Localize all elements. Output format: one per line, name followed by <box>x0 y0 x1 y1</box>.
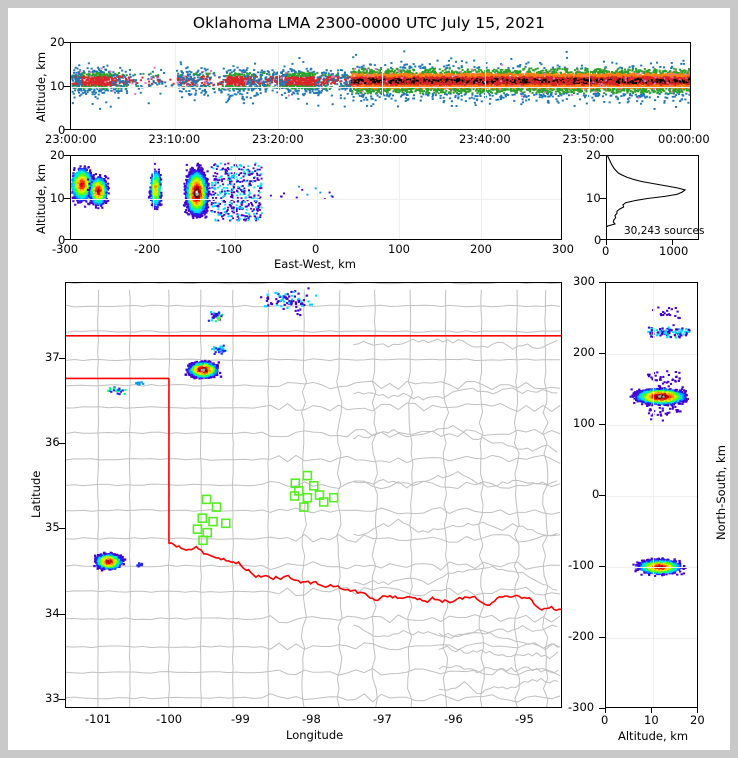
map-xlabel: Longitude <box>286 729 343 742</box>
east-west-axes[interactable] <box>70 155 562 240</box>
ns-xtick-10: 10 <box>644 714 659 727</box>
lma-station-marker <box>221 518 231 529</box>
page-title: Oklahoma LMA 2300-0000 UTC July 15, 2021 <box>8 14 730 32</box>
east-west-scatter <box>71 162 334 222</box>
lma-station-marker <box>302 492 313 503</box>
source-count-annotation: 30,243 sources <box>624 225 704 237</box>
time-height-xtick-6: 00:00:00 <box>658 133 710 146</box>
map-xtick-m95: -95 <box>515 713 534 726</box>
map-xtick-m98: -98 <box>302 713 321 726</box>
lma-station-marker <box>294 486 304 496</box>
lma-station-marker <box>309 481 319 491</box>
east-west-ytick-10: 10 <box>50 192 65 205</box>
east-west-xtick-4: 100 <box>388 243 410 256</box>
east-west-ytick-20: 20 <box>50 149 65 162</box>
time-height-scatter <box>71 50 690 110</box>
altitude-histogram-axes[interactable] <box>606 155 699 240</box>
lma-station-marker <box>318 497 329 507</box>
time-height-xtick-4: 23:40:00 <box>459 133 511 146</box>
ns-xtick-0: 0 <box>601 714 608 727</box>
lma-station-marker <box>299 502 309 512</box>
east-west-xtick-1: -200 <box>134 243 160 256</box>
map-xtick-m100: -100 <box>156 713 182 726</box>
time-height-panel: 20 10 0 Altitude, km 23:00:00 23:10:00 2… <box>8 34 730 144</box>
ns-xtick-20: 20 <box>690 714 705 727</box>
ns-ytick-m300: -300 <box>568 701 594 714</box>
east-west-xlabel: East-West, km <box>274 258 356 271</box>
map-axes[interactable] <box>65 282 562 708</box>
map-panel: 37 36 35 34 33 Latitude -101 -100 -99 -9… <box>8 270 578 750</box>
ns-xlabel: Altitude, km <box>618 730 688 743</box>
ns-ytick-m200: -200 <box>568 630 594 643</box>
time-height-ylabel: Altitude, km <box>34 52 48 122</box>
east-west-xtick-5: 200 <box>470 243 492 256</box>
map-xtick-m96: -96 <box>444 713 463 726</box>
map-xtick-m97: -97 <box>373 713 392 726</box>
east-west-xtick-0: -300 <box>52 243 78 256</box>
east-west-xtick-3: 0 <box>312 243 319 256</box>
time-height-axes[interactable] <box>70 42 691 130</box>
altitude-histogram-xtick-1000: 1000 <box>659 245 688 258</box>
east-west-panel: 20 10 0 Altitude, km -300 -200 -100 0 10… <box>8 148 578 271</box>
time-height-ytick-20: 20 <box>50 36 65 49</box>
north-south-axes[interactable] <box>605 282 698 708</box>
altitude-histogram-xtick-0: 0 <box>602 245 609 258</box>
ns-ytick-100: 100 <box>573 417 595 430</box>
altitude-histogram-ytick-0: 0 <box>594 234 601 247</box>
map-xtick-m101: -101 <box>85 713 111 726</box>
figure-canvas: Oklahoma LMA 2300-0000 UTC July 15, 2021… <box>8 8 730 750</box>
altitude-histogram-line <box>607 156 687 228</box>
lma-station-marker <box>201 494 212 505</box>
lma-station-marker <box>302 470 313 481</box>
lma-station-marker <box>211 502 222 512</box>
map-ytick-34: 34 <box>45 607 60 620</box>
east-west-ytick-0: 0 <box>58 234 65 247</box>
east-west-xtick-6: 300 <box>552 243 574 256</box>
lma-station-marker <box>208 516 218 527</box>
time-height-xtick-3: 23:30:00 <box>356 133 408 146</box>
east-west-xtick-2: -100 <box>216 243 242 256</box>
altitude-histogram-ytick-10: 10 <box>586 192 601 205</box>
map-ytick-35: 35 <box>45 521 60 534</box>
altitude-histogram-ytick-20: 20 <box>586 149 601 162</box>
map-ytick-33: 33 <box>45 692 60 705</box>
lma-station-marker <box>192 524 203 534</box>
time-height-xtick-5: 23:50:00 <box>563 133 615 146</box>
map-ytick-36: 36 <box>45 436 60 449</box>
lma-station-marker <box>198 535 208 546</box>
altitude-histogram-panel: 20 10 0 0 1000 30,243 sources <box>578 148 730 268</box>
time-height-ytick-0: 0 <box>58 124 65 137</box>
lma-station-marker <box>202 527 213 538</box>
ns-ytick-0: 0 <box>592 488 599 501</box>
time-height-ytick-10: 10 <box>50 80 65 93</box>
map-graphic <box>66 283 561 707</box>
ns-ylabel: North-South, km <box>714 445 728 540</box>
ns-ytick-200: 200 <box>573 346 595 359</box>
time-height-xtick-1: 23:10:00 <box>149 133 201 146</box>
lma-station-marker <box>197 513 208 523</box>
north-south-panel: 300 200 100 0 -100 -200 -300 0 10 20 Alt… <box>568 270 730 750</box>
lma-station-marker <box>328 492 339 503</box>
map-ylabel: Latitude <box>29 471 43 518</box>
map-ytick-37: 37 <box>45 351 60 364</box>
time-height-xtick-2: 23:20:00 <box>252 133 304 146</box>
time-height-xtick-0: 23:00:00 <box>45 133 97 146</box>
ns-ytick-300: 300 <box>573 275 595 288</box>
east-west-ylabel: Altitude, km <box>34 164 48 234</box>
ns-ytick-m100: -100 <box>568 559 594 572</box>
map-xtick-m99: -99 <box>231 713 250 726</box>
